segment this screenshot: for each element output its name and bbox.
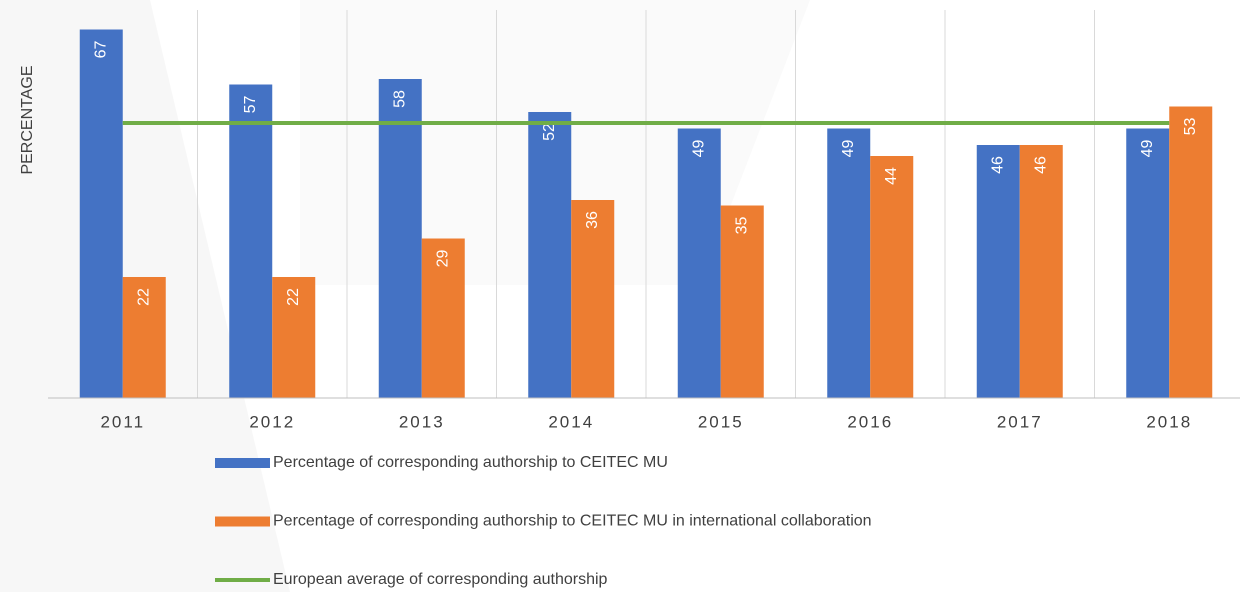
bar <box>229 84 273 398</box>
data-label: 49 <box>840 140 857 158</box>
bar <box>1019 145 1063 398</box>
x-tick-label: 2013 <box>399 412 445 431</box>
data-label: 49 <box>690 140 707 158</box>
bar <box>421 238 465 398</box>
bar <box>272 277 316 398</box>
data-label: 36 <box>584 211 601 229</box>
bar <box>571 200 615 398</box>
bar <box>870 156 914 398</box>
data-label: 53 <box>1182 118 1199 136</box>
x-tick-label: 2017 <box>997 412 1043 431</box>
legend-label: Percentage of corresponding authorship t… <box>273 513 872 530</box>
x-tick-label: 2011 <box>100 412 145 431</box>
y-axis-label: PERCENTAGE <box>19 65 36 174</box>
bar <box>1126 128 1170 398</box>
bar <box>976 145 1020 398</box>
data-label: 52 <box>541 123 558 141</box>
x-tick-label: 2015 <box>698 412 744 431</box>
bar <box>378 79 422 398</box>
x-tick-label: 2018 <box>1146 412 1192 431</box>
data-label: 35 <box>733 217 750 235</box>
data-label: 46 <box>989 156 1006 174</box>
data-label: 22 <box>135 288 152 306</box>
data-label: 67 <box>92 41 109 59</box>
bar <box>528 112 572 398</box>
bar <box>827 128 871 398</box>
bar <box>677 128 721 398</box>
data-label: 58 <box>391 90 408 108</box>
bar <box>79 29 123 398</box>
legend-label: Percentage of corresponding authorship t… <box>273 454 668 471</box>
legend-swatch <box>215 516 270 527</box>
data-label: 46 <box>1032 156 1049 174</box>
x-tick-label: 2014 <box>548 412 594 431</box>
bar <box>122 277 166 398</box>
data-label: 57 <box>242 96 259 114</box>
data-label: 22 <box>285 288 302 306</box>
data-label: 44 <box>883 167 900 185</box>
data-label: 29 <box>434 250 451 268</box>
data-label: 49 <box>1139 140 1156 158</box>
x-tick-label: 2016 <box>847 412 893 431</box>
legend-label: European average of corresponding author… <box>273 571 608 588</box>
x-tick-label: 2012 <box>249 412 295 431</box>
bar <box>720 205 764 398</box>
legend-swatch <box>215 458 270 468</box>
bar <box>1169 106 1213 398</box>
